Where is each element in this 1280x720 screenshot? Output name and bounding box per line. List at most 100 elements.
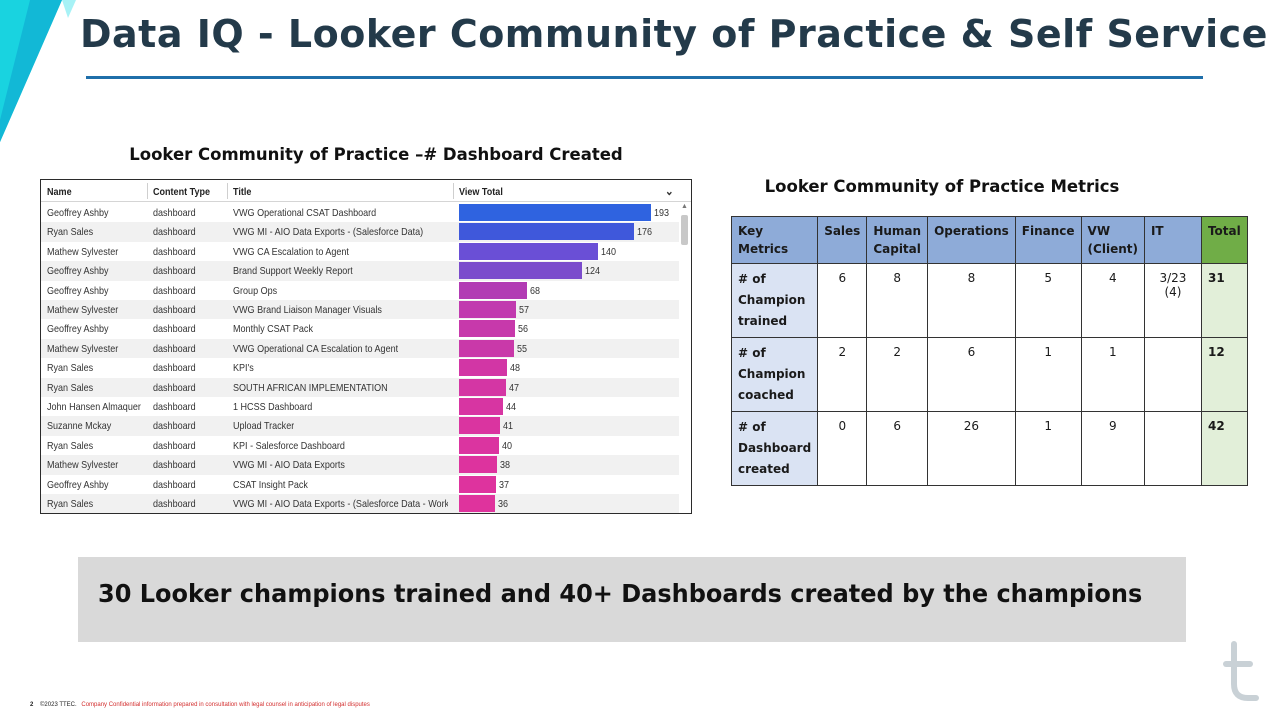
metrics-table: Key Metrics Sales Human Capital Operatio… xyxy=(730,216,1248,486)
row-name: Ryan Sales xyxy=(47,226,94,239)
summary-text: 30 Looker champions trained and 40+ Dash… xyxy=(98,579,1143,608)
view-total-value: 176 xyxy=(637,227,653,239)
row-label: # of Champion coached xyxy=(730,337,819,412)
cell-human-capital: 2 xyxy=(866,337,929,412)
row-title: VWG Operational CA Escalation to Agent xyxy=(233,342,399,355)
row-name: Geoffrey Ashby xyxy=(47,284,109,297)
metrics-row-dashboards: # of Dashboard created 0 6 26 1 9 42 xyxy=(730,411,1248,486)
row-title: 1 HCSS Dashboard xyxy=(233,401,313,413)
header-total: Total xyxy=(1200,216,1248,264)
view-total-bar xyxy=(459,204,651,221)
view-total-bar xyxy=(459,223,635,241)
table-row[interactable]: Geoffrey Ashby dashboard Brand Support Wee… xyxy=(41,261,679,281)
view-total-bar xyxy=(459,495,495,512)
cell-finance: 1 xyxy=(1014,337,1082,412)
row-content-type: dashboard xyxy=(153,226,196,239)
table-row[interactable]: Ryan Sales dashboard VWG MI - AIO Data Exp… xyxy=(41,222,679,242)
view-total-value: 56 xyxy=(517,324,528,336)
row-name: Suzanne Mckay xyxy=(47,420,112,433)
row-name: Mathew Sylvester xyxy=(47,245,119,258)
column-header-title[interactable]: Title xyxy=(233,186,252,198)
row-label: # of Champion trained xyxy=(730,263,819,338)
footer: 2 ©2023 TTEC. Company Confidential infor… xyxy=(30,702,370,708)
scroll-up-icon[interactable]: ▲ xyxy=(681,203,688,210)
cell-sales: 2 xyxy=(817,337,868,412)
metrics-header-row: Key Metrics Sales Human Capital Operatio… xyxy=(730,216,1248,264)
table-scrollbar[interactable]: ▲ xyxy=(679,203,689,513)
header-sales: Sales xyxy=(817,216,868,264)
table-row[interactable]: Suzanne Mckay dashboard Upload Tracker 41 xyxy=(41,416,679,436)
cell-sales: 6 xyxy=(817,263,868,338)
row-title: Monthly CSAT Pack xyxy=(233,323,313,336)
table-row[interactable]: Geoffrey Ashby dashboard Monthly CSAT Pack… xyxy=(41,319,679,338)
row-name: Geoffrey Ashby xyxy=(47,323,109,336)
row-name: John Hansen Almaquer xyxy=(47,401,141,413)
cell-vw-client: 4 xyxy=(1080,263,1145,338)
row-title: VWG Operational CSAT Dashboard xyxy=(233,207,377,219)
row-title: VWG Brand Liaison Manager Visuals xyxy=(233,304,382,316)
column-header-view-total[interactable]: View Total xyxy=(459,186,503,198)
table-row[interactable]: Geoffrey Ashby dashboard VWG Operational C… xyxy=(41,203,679,222)
cell-total: 12 xyxy=(1200,337,1248,412)
row-content-type: dashboard xyxy=(153,323,196,336)
cell-sales: 0 xyxy=(817,411,868,486)
cell-finance: 1 xyxy=(1014,411,1082,486)
corner-decoration xyxy=(0,0,76,142)
view-total-value: 40 xyxy=(501,440,512,452)
table-row[interactable]: Mathew Sylvester dashboard VWG Operational… xyxy=(41,338,679,359)
table-row[interactable]: Ryan Sales dashboard KPI - Salesforce Dash… xyxy=(41,436,679,455)
view-total-bar xyxy=(459,339,514,357)
table-row[interactable]: Ryan Sales dashboard KPI's 48 xyxy=(41,358,679,377)
row-name: Mathew Sylvester xyxy=(47,304,119,316)
view-total-value: 41 xyxy=(502,421,513,433)
row-name: Geoffrey Ashby xyxy=(47,478,109,491)
cell-it: 3/23 (4) xyxy=(1143,263,1202,338)
table-row[interactable]: Mathew Sylvester dashboard VWG CA Escalati… xyxy=(41,242,679,261)
column-header-content-type[interactable]: Content Type xyxy=(153,186,211,198)
view-total-value: 193 xyxy=(654,208,670,219)
ttec-logo-icon xyxy=(1223,641,1259,701)
table-row[interactable]: Geoffrey Ashby dashboard Group Ops 68 xyxy=(41,281,679,300)
row-title: VWG MI - AIO Data Exports - (Salesforce … xyxy=(233,226,424,239)
table-row[interactable]: Mathew Sylvester dashboard VWG MI - AIO Da… xyxy=(41,455,679,475)
header-human-capital: Human Capital xyxy=(866,216,929,264)
view-total-value: 140 xyxy=(601,246,617,258)
view-total-bar xyxy=(459,242,599,260)
row-content-type: dashboard xyxy=(153,381,196,394)
table-row[interactable]: Geoffrey Ashby dashboard CSAT Insight Pack… xyxy=(41,475,679,494)
row-name: Geoffrey Ashby xyxy=(47,265,109,278)
header-key-metrics: Key Metrics xyxy=(730,216,819,264)
column-header-name[interactable]: Name xyxy=(47,186,72,198)
view-total-value: 44 xyxy=(505,402,516,413)
row-title: VWG CA Escalation to Agent xyxy=(233,245,349,258)
row-name: Ryan Sales xyxy=(47,439,94,452)
dashboard-chart-heading: Looker Community of Practice –# Dashboar… xyxy=(129,145,623,164)
table-row[interactable]: John Hansen Almaquer dashboard 1 HCSS Dash… xyxy=(41,397,679,416)
page-title: Data IQ - Looker Community of Practice &… xyxy=(80,12,1268,56)
row-content-type: dashboard xyxy=(153,284,196,297)
chevron-down-icon[interactable]: ⌄ xyxy=(665,184,674,198)
table-row[interactable]: Ryan Sales dashboard SOUTH AFRICAN IMPLEME… xyxy=(41,377,679,397)
view-total-bar xyxy=(459,320,515,338)
view-total-bar xyxy=(459,456,497,474)
view-total-value: 68 xyxy=(529,285,540,297)
confidential-notice: Company Confidential information prepare… xyxy=(81,702,370,708)
row-content-type: dashboard xyxy=(153,439,196,452)
row-title: VWG MI - AIO Data Exports - (Salesforce … xyxy=(233,498,448,510)
row-label: # of Dashboard created xyxy=(730,411,819,486)
header-operations: Operations xyxy=(927,216,1016,264)
view-total-value: 57 xyxy=(518,305,529,316)
table-row[interactable]: Ryan Sales dashboard VWG MI - AIO Data Exp… xyxy=(41,494,679,513)
view-total-bar xyxy=(459,378,506,396)
scroll-thumb[interactable] xyxy=(681,215,688,245)
row-name: Geoffrey Ashby xyxy=(47,207,109,219)
cell-finance: 5 xyxy=(1014,263,1082,338)
header-vw-client: VW (Client) xyxy=(1080,216,1145,264)
row-content-type: dashboard xyxy=(153,245,196,258)
view-total-bar xyxy=(459,262,583,280)
table-row[interactable]: Mathew Sylvester dashboard VWG Brand Liais… xyxy=(41,300,679,320)
cell-it xyxy=(1143,337,1202,412)
view-total-value: 55 xyxy=(516,343,527,355)
row-title: VWG MI - AIO Data Exports xyxy=(233,459,345,472)
row-content-type: dashboard xyxy=(153,362,196,375)
